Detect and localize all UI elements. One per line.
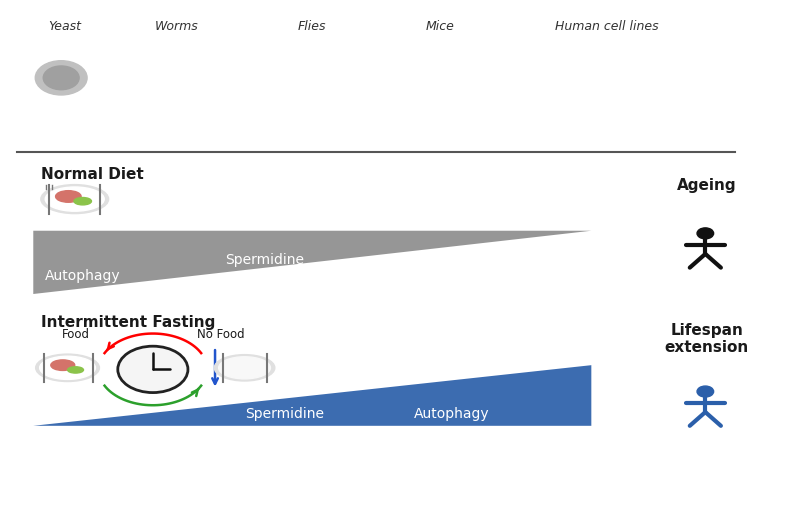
Ellipse shape [41,184,109,214]
Text: Spermidine: Spermidine [225,253,304,267]
Text: Autophagy: Autophagy [414,407,490,421]
Polygon shape [34,231,591,294]
Text: Worms: Worms [155,20,198,33]
Text: Spermidine: Spermidine [245,407,324,421]
Ellipse shape [35,61,87,95]
Circle shape [697,228,714,239]
Text: Mice: Mice [426,20,454,33]
Text: No Food: No Food [197,328,245,341]
Text: Food: Food [62,328,90,341]
Ellipse shape [46,187,104,211]
Ellipse shape [36,354,99,382]
Ellipse shape [40,356,95,379]
Text: Flies: Flies [298,20,326,33]
Ellipse shape [51,360,74,370]
Ellipse shape [214,355,275,381]
Text: Autophagy: Autophagy [46,269,121,282]
Text: Intermittent Fasting: Intermittent Fasting [42,315,216,330]
Ellipse shape [67,367,83,373]
Text: Yeast: Yeast [49,20,82,33]
Ellipse shape [43,66,79,90]
Ellipse shape [74,198,91,205]
Text: Human cell lines: Human cell lines [555,20,659,33]
Ellipse shape [218,357,270,379]
Ellipse shape [55,191,81,202]
Text: Lifespan
extension: Lifespan extension [665,323,749,356]
Text: Ageing: Ageing [677,178,737,193]
Polygon shape [34,365,591,426]
Text: Normal Diet: Normal Diet [42,167,144,182]
Circle shape [118,346,188,393]
Circle shape [697,386,714,397]
